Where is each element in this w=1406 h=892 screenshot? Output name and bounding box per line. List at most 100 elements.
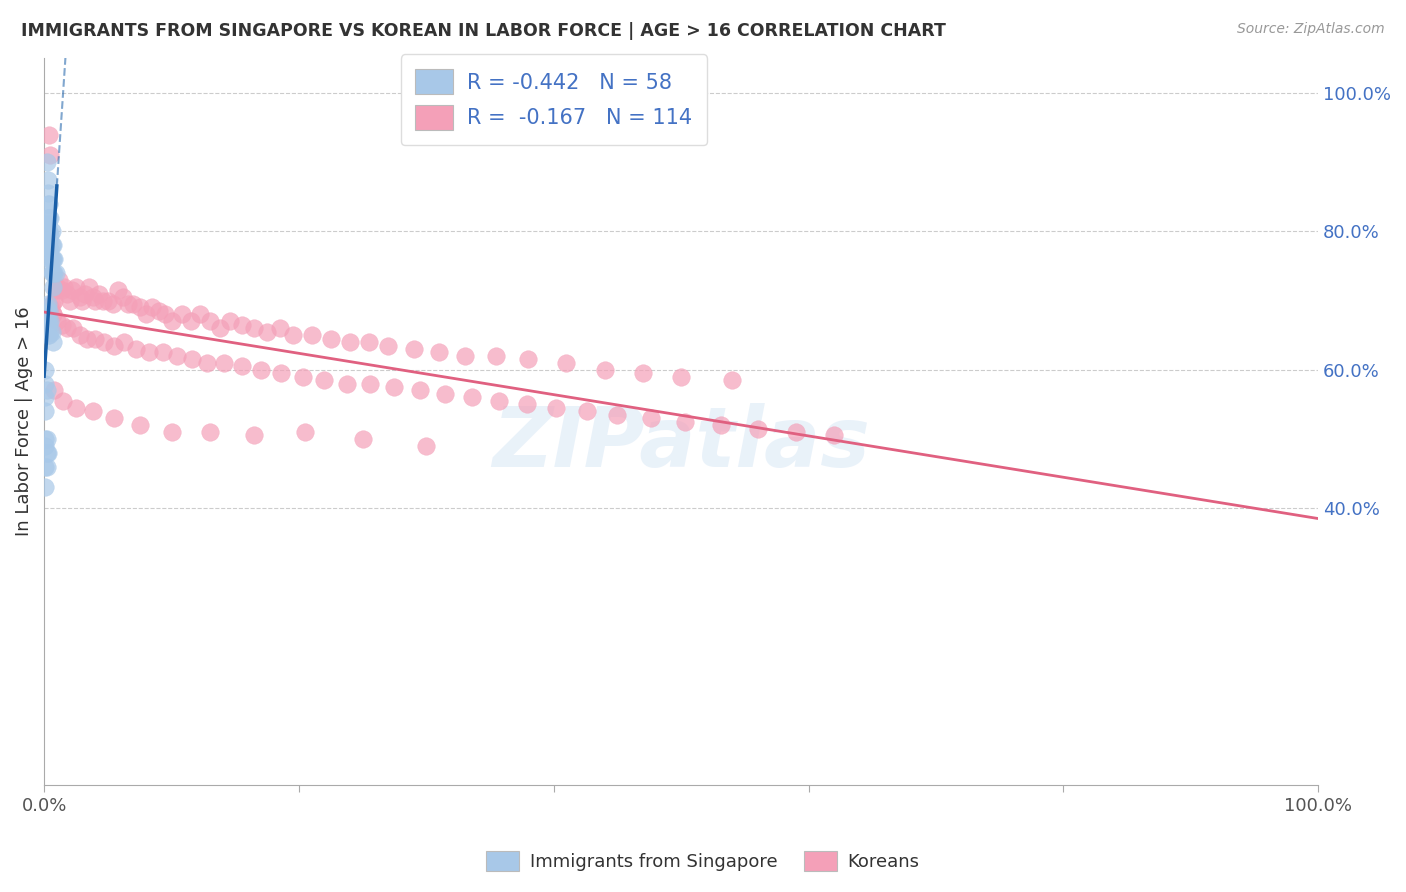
- Point: [51, 318, 73, 332]
- Point: [409, 384, 432, 398]
- Point: [180, 314, 202, 328]
- Point: [65, 279, 87, 293]
- Point: [669, 369, 692, 384]
- Point: [42, 279, 65, 293]
- Point: [39, 262, 62, 277]
- Point: [231, 318, 253, 332]
- Point: [785, 425, 807, 439]
- Point: [103, 411, 125, 425]
- Point: [377, 338, 399, 352]
- Point: [38, 196, 60, 211]
- Point: [402, 342, 425, 356]
- Point: [34, 439, 56, 453]
- Point: [35, 446, 58, 460]
- Point: [87, 286, 110, 301]
- Point: [180, 352, 202, 367]
- Legend: R = -0.442   N = 58, R =  -0.167   N = 114: R = -0.442 N = 58, R = -0.167 N = 114: [401, 54, 707, 145]
- Point: [281, 328, 304, 343]
- Point: [41, 266, 63, 280]
- Text: Source: ZipAtlas.com: Source: ZipAtlas.com: [1237, 22, 1385, 37]
- Point: [69, 290, 91, 304]
- Point: [58, 293, 80, 308]
- Point: [42, 307, 65, 321]
- Point: [198, 314, 221, 328]
- Point: [65, 401, 87, 415]
- Point: [516, 397, 538, 411]
- Point: [38, 128, 60, 142]
- Point: [39, 211, 62, 225]
- Point: [42, 252, 65, 266]
- Point: [34, 432, 56, 446]
- Point: [35, 314, 58, 328]
- Point: [48, 273, 70, 287]
- Point: [631, 366, 654, 380]
- Point: [60, 283, 83, 297]
- Point: [34, 376, 56, 391]
- Point: [517, 352, 540, 367]
- Point: [37, 231, 59, 245]
- Point: [76, 332, 98, 346]
- Point: [56, 286, 79, 301]
- Point: [38, 211, 60, 225]
- Point: [37, 297, 59, 311]
- Point: [256, 325, 278, 339]
- Point: [35, 301, 58, 315]
- Point: [45, 314, 67, 328]
- Point: [42, 238, 65, 252]
- Point: [427, 345, 450, 359]
- Point: [231, 359, 253, 374]
- Point: [72, 293, 94, 308]
- Point: [485, 349, 508, 363]
- Point: [336, 376, 359, 391]
- Point: [188, 307, 211, 321]
- Point: [34, 362, 56, 376]
- Point: [152, 345, 174, 359]
- Point: [35, 432, 58, 446]
- Point: [84, 293, 107, 308]
- Point: [249, 362, 271, 376]
- Point: [45, 279, 67, 293]
- Point: [319, 332, 342, 346]
- Point: [62, 321, 84, 335]
- Point: [37, 211, 59, 225]
- Point: [138, 345, 160, 359]
- Point: [45, 283, 67, 297]
- Point: [51, 283, 73, 297]
- Point: [35, 155, 58, 169]
- Point: [243, 321, 266, 335]
- Point: [160, 425, 183, 439]
- Point: [170, 307, 193, 321]
- Point: [82, 290, 104, 304]
- Point: [294, 425, 316, 439]
- Point: [34, 459, 56, 474]
- Point: [198, 425, 221, 439]
- Point: [38, 245, 60, 260]
- Point: [41, 325, 63, 339]
- Point: [77, 279, 100, 293]
- Text: IMMIGRANTS FROM SINGAPORE VS KOREAN IN LABOR FORCE | AGE > 16 CORRELATION CHART: IMMIGRANTS FROM SINGAPORE VS KOREAN IN L…: [21, 22, 946, 40]
- Point: [52, 393, 75, 408]
- Point: [35, 321, 58, 335]
- Point: [384, 380, 406, 394]
- Point: [45, 266, 67, 280]
- Point: [101, 297, 124, 311]
- Point: [34, 404, 56, 418]
- Point: [39, 227, 62, 242]
- Point: [37, 307, 59, 321]
- Point: [37, 172, 59, 186]
- Point: [125, 342, 148, 356]
- Point: [160, 314, 183, 328]
- Point: [38, 328, 60, 343]
- Point: [84, 332, 107, 346]
- Point: [107, 283, 129, 297]
- Point: [291, 369, 314, 384]
- Point: [488, 393, 510, 408]
- Point: [37, 238, 59, 252]
- Point: [39, 252, 62, 266]
- Point: [212, 356, 235, 370]
- Point: [37, 224, 59, 238]
- Point: [73, 286, 96, 301]
- Point: [35, 307, 58, 321]
- Point: [41, 224, 63, 238]
- Point: [112, 290, 135, 304]
